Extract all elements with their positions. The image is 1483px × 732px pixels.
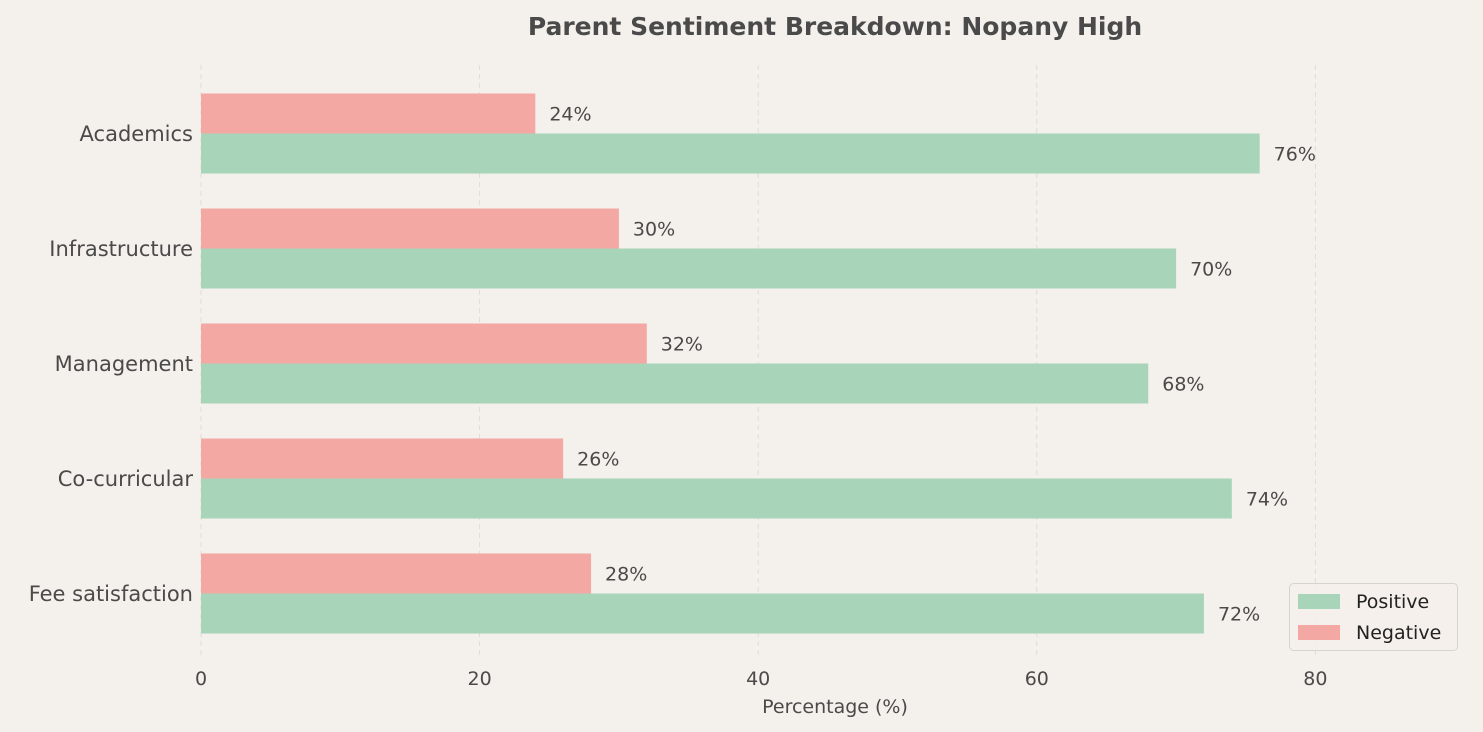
x-tick-label: 20 [468, 668, 492, 690]
x-tick-label: 60 [1025, 668, 1049, 690]
category-labels-group: Academics Infrastructure Management Co-curr… [29, 122, 194, 606]
value-labels-group: 24% 76% 30% 70% 32% 68% 26% 74% 28% 72% [549, 104, 1316, 626]
value-label-negative: 28% [605, 564, 647, 586]
bar-positive [201, 133, 1260, 174]
bar-negative [201, 208, 619, 249]
legend-label-positive: Positive [1356, 591, 1429, 613]
value-label-positive: 70% [1190, 259, 1232, 281]
legend-label-negative: Negative [1356, 622, 1441, 644]
value-label-negative: 32% [661, 334, 703, 356]
bar-negative [201, 438, 564, 479]
legend: Positive Negative [1289, 583, 1458, 651]
bar-positive [201, 593, 1204, 634]
category-label: Co-curricular [58, 467, 194, 491]
x-axis-label: Percentage (%) [762, 696, 908, 718]
bar-positive [201, 248, 1177, 289]
value-label-positive: 74% [1246, 489, 1288, 511]
value-label-negative: 30% [633, 219, 675, 241]
category-label: Management [55, 352, 193, 376]
x-tick-label: 40 [746, 668, 770, 690]
x-tick-labels-group: 0 20 40 60 80 [195, 668, 1328, 690]
bar-negative [201, 323, 647, 364]
value-label-positive: 72% [1218, 604, 1260, 626]
bar-positive [201, 363, 1149, 404]
bars-group [201, 93, 1260, 634]
value-label-positive: 76% [1274, 144, 1316, 166]
bar-negative [201, 93, 536, 134]
category-label: Infrastructure [49, 237, 193, 261]
legend-swatch-positive [1298, 594, 1340, 609]
bar-negative [201, 553, 592, 594]
category-label: Fee satisfaction [29, 582, 193, 606]
category-label: Academics [80, 122, 193, 146]
chart-title: Parent Sentiment Breakdown: Nopany High [528, 12, 1142, 41]
value-label-negative: 24% [549, 104, 591, 126]
bar-positive [201, 478, 1232, 519]
x-tick-label: 0 [195, 668, 207, 690]
value-label-positive: 68% [1162, 374, 1204, 396]
legend-swatch-negative [1298, 625, 1340, 640]
value-label-negative: 26% [577, 449, 619, 471]
x-tick-label: 80 [1303, 668, 1327, 690]
